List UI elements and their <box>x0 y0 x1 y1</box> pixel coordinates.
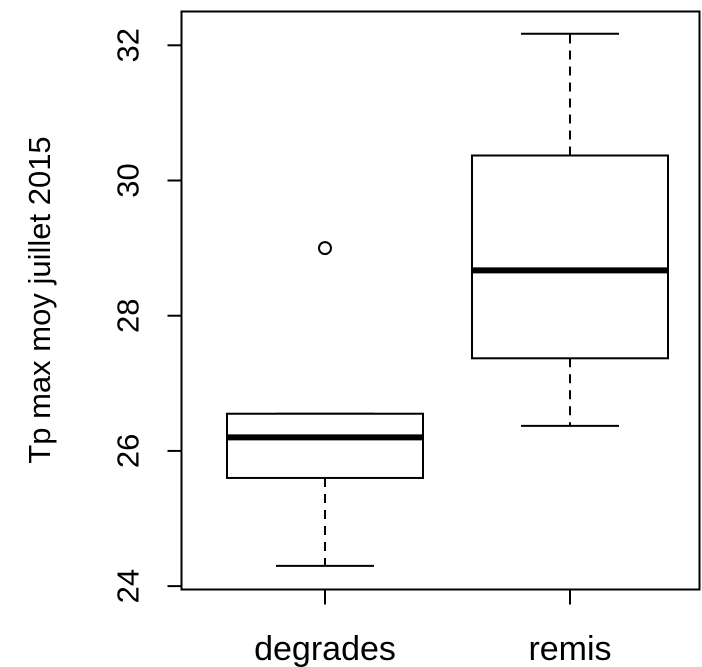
box-remis <box>471 32 669 427</box>
outlier-point-degrades-0 <box>318 241 332 256</box>
y-axis: 24 26 28 30 32 <box>111 28 182 603</box>
y-tick-label-32: 32 <box>111 28 146 62</box>
x-tick-label-degrades: degrades <box>254 630 396 667</box>
box-iqr-degrades <box>226 412 424 479</box>
boxes <box>226 32 669 567</box>
y-tick-label-26: 26 <box>111 434 146 468</box>
y-axis-label: Tp max moy juillet 2015 <box>22 136 57 463</box>
box-degrades <box>226 241 424 567</box>
y-tick-label-24: 24 <box>111 569 146 603</box>
box-iqr-remis <box>471 154 669 360</box>
y-tick-label-30: 30 <box>111 163 146 197</box>
plot-frame <box>180 10 701 591</box>
x-axis: degrades remis <box>254 589 612 667</box>
x-tick-label-remis: remis <box>528 630 611 667</box>
y-tick-label-28: 28 <box>111 298 146 332</box>
